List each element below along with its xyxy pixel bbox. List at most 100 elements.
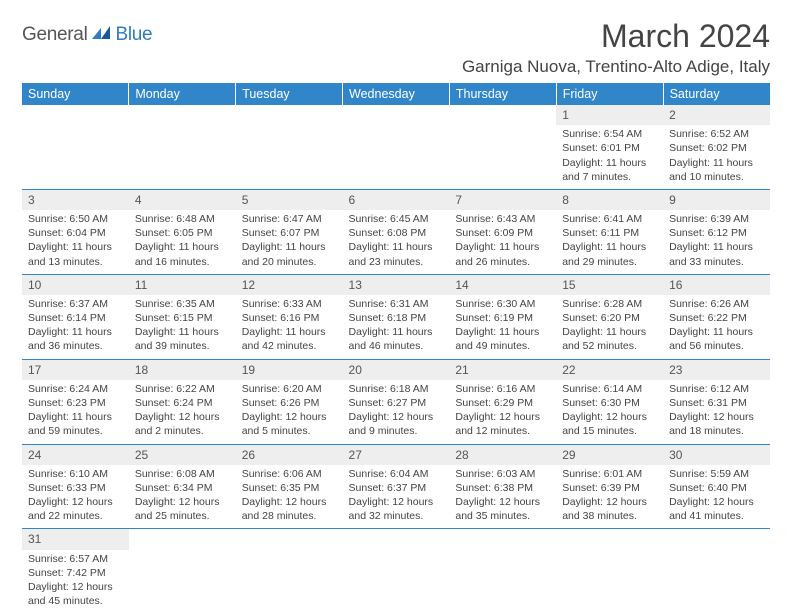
calendar-cell [129, 529, 236, 613]
day-content: Sunrise: 6:10 AMSunset: 6:33 PMDaylight:… [28, 467, 123, 524]
day-content: Sunrise: 6:41 AMSunset: 6:11 PMDaylight:… [562, 212, 657, 269]
day-number: 29 [556, 445, 663, 465]
day-number: 17 [22, 360, 129, 380]
sunset-text: Sunset: 6:18 PM [349, 311, 444, 325]
day-content: Sunrise: 6:20 AMSunset: 6:26 PMDaylight:… [242, 382, 337, 439]
daylight-text: Daylight: 12 hours and 32 minutes. [349, 495, 444, 523]
sunset-text: Sunset: 6:30 PM [562, 396, 657, 410]
day-content: Sunrise: 6:01 AMSunset: 6:39 PMDaylight:… [562, 467, 657, 524]
sunset-text: Sunset: 6:05 PM [135, 226, 230, 240]
sunset-text: Sunset: 6:08 PM [349, 226, 444, 240]
day-content: Sunrise: 6:37 AMSunset: 6:14 PMDaylight:… [28, 297, 123, 354]
sunrise-text: Sunrise: 6:08 AM [135, 467, 230, 481]
calendar-cell: 24Sunrise: 6:10 AMSunset: 6:33 PMDayligh… [22, 444, 129, 529]
sunset-text: Sunset: 7:42 PM [28, 566, 123, 580]
day-content: Sunrise: 6:39 AMSunset: 6:12 PMDaylight:… [669, 212, 764, 269]
calendar-cell: 23Sunrise: 6:12 AMSunset: 6:31 PMDayligh… [663, 359, 770, 444]
calendar-cell: 20Sunrise: 6:18 AMSunset: 6:27 PMDayligh… [343, 359, 450, 444]
day-content: Sunrise: 6:35 AMSunset: 6:15 PMDaylight:… [135, 297, 230, 354]
calendar-cell: 13Sunrise: 6:31 AMSunset: 6:18 PMDayligh… [343, 274, 450, 359]
sunset-text: Sunset: 6:19 PM [455, 311, 550, 325]
day-number: 18 [129, 360, 236, 380]
calendar-cell: 14Sunrise: 6:30 AMSunset: 6:19 PMDayligh… [449, 274, 556, 359]
day-number: 14 [449, 275, 556, 295]
calendar-cell [343, 105, 450, 189]
weekday-header: Sunday [22, 83, 129, 105]
calendar-row: 24Sunrise: 6:10 AMSunset: 6:33 PMDayligh… [22, 444, 770, 529]
daylight-text: Daylight: 11 hours and 26 minutes. [455, 240, 550, 268]
calendar-cell [663, 529, 770, 613]
day-content: Sunrise: 6:43 AMSunset: 6:09 PMDaylight:… [455, 212, 550, 269]
calendar-cell: 11Sunrise: 6:35 AMSunset: 6:15 PMDayligh… [129, 274, 236, 359]
day-number: 9 [663, 190, 770, 210]
sunset-text: Sunset: 6:16 PM [242, 311, 337, 325]
day-number: 25 [129, 445, 236, 465]
sunset-text: Sunset: 6:11 PM [562, 226, 657, 240]
sunset-text: Sunset: 6:37 PM [349, 481, 444, 495]
day-number: 28 [449, 445, 556, 465]
day-number: 16 [663, 275, 770, 295]
logo-text-general: General [22, 24, 88, 46]
day-number: 21 [449, 360, 556, 380]
sunset-text: Sunset: 6:33 PM [28, 481, 123, 495]
day-number: 10 [22, 275, 129, 295]
calendar-row: 17Sunrise: 6:24 AMSunset: 6:23 PMDayligh… [22, 359, 770, 444]
sunrise-text: Sunrise: 6:22 AM [135, 382, 230, 396]
daylight-text: Daylight: 11 hours and 20 minutes. [242, 240, 337, 268]
daylight-text: Daylight: 11 hours and 52 minutes. [562, 325, 657, 353]
daylight-text: Daylight: 12 hours and 12 minutes. [455, 410, 550, 438]
sunrise-text: Sunrise: 6:10 AM [28, 467, 123, 481]
sunset-text: Sunset: 6:04 PM [28, 226, 123, 240]
calendar-cell: 28Sunrise: 6:03 AMSunset: 6:38 PMDayligh… [449, 444, 556, 529]
day-number: 15 [556, 275, 663, 295]
calendar-cell: 7Sunrise: 6:43 AMSunset: 6:09 PMDaylight… [449, 189, 556, 274]
calendar-cell [236, 105, 343, 189]
day-content: Sunrise: 6:16 AMSunset: 6:29 PMDaylight:… [455, 382, 550, 439]
sunset-text: Sunset: 6:29 PM [455, 396, 550, 410]
day-content: Sunrise: 6:06 AMSunset: 6:35 PMDaylight:… [242, 467, 337, 524]
calendar-cell: 22Sunrise: 6:14 AMSunset: 6:30 PMDayligh… [556, 359, 663, 444]
daylight-text: Daylight: 11 hours and 49 minutes. [455, 325, 550, 353]
sunrise-text: Sunrise: 6:48 AM [135, 212, 230, 226]
logo: General Blue [22, 24, 152, 46]
sunset-text: Sunset: 6:14 PM [28, 311, 123, 325]
calendar-cell: 31Sunrise: 6:57 AMSunset: 7:42 PMDayligh… [22, 529, 129, 613]
sunrise-text: Sunrise: 6:37 AM [28, 297, 123, 311]
sunset-text: Sunset: 6:35 PM [242, 481, 337, 495]
day-number: 30 [663, 445, 770, 465]
sunset-text: Sunset: 6:31 PM [669, 396, 764, 410]
sunset-text: Sunset: 6:07 PM [242, 226, 337, 240]
calendar-cell: 4Sunrise: 6:48 AMSunset: 6:05 PMDaylight… [129, 189, 236, 274]
day-content: Sunrise: 6:18 AMSunset: 6:27 PMDaylight:… [349, 382, 444, 439]
sunrise-text: Sunrise: 6:03 AM [455, 467, 550, 481]
day-number: 22 [556, 360, 663, 380]
calendar-row: 1Sunrise: 6:54 AMSunset: 6:01 PMDaylight… [22, 105, 770, 189]
calendar-cell: 10Sunrise: 6:37 AMSunset: 6:14 PMDayligh… [22, 274, 129, 359]
daylight-text: Daylight: 12 hours and 9 minutes. [349, 410, 444, 438]
day-content: Sunrise: 6:24 AMSunset: 6:23 PMDaylight:… [28, 382, 123, 439]
calendar-cell [22, 105, 129, 189]
weekday-header: Wednesday [343, 83, 450, 105]
day-number: 20 [343, 360, 450, 380]
day-number: 1 [556, 105, 663, 125]
calendar-cell [129, 105, 236, 189]
calendar-cell [236, 529, 343, 613]
sunset-text: Sunset: 6:34 PM [135, 481, 230, 495]
day-number: 26 [236, 445, 343, 465]
daylight-text: Daylight: 12 hours and 35 minutes. [455, 495, 550, 523]
day-content: Sunrise: 6:48 AMSunset: 6:05 PMDaylight:… [135, 212, 230, 269]
sunrise-text: Sunrise: 5:59 AM [669, 467, 764, 481]
day-number: 12 [236, 275, 343, 295]
calendar-table: SundayMondayTuesdayWednesdayThursdayFrid… [22, 83, 770, 613]
calendar-cell [556, 529, 663, 613]
daylight-text: Daylight: 11 hours and 13 minutes. [28, 240, 123, 268]
day-content: Sunrise: 6:28 AMSunset: 6:20 PMDaylight:… [562, 297, 657, 354]
weekday-header: Friday [556, 83, 663, 105]
calendar-row: 3Sunrise: 6:50 AMSunset: 6:04 PMDaylight… [22, 189, 770, 274]
sunrise-text: Sunrise: 6:12 AM [669, 382, 764, 396]
daylight-text: Daylight: 12 hours and 15 minutes. [562, 410, 657, 438]
day-content: Sunrise: 6:03 AMSunset: 6:38 PMDaylight:… [455, 467, 550, 524]
sunset-text: Sunset: 6:26 PM [242, 396, 337, 410]
calendar-cell [449, 105, 556, 189]
page-header: General Blue March 2024 Garniga Nuova, T… [22, 18, 770, 77]
